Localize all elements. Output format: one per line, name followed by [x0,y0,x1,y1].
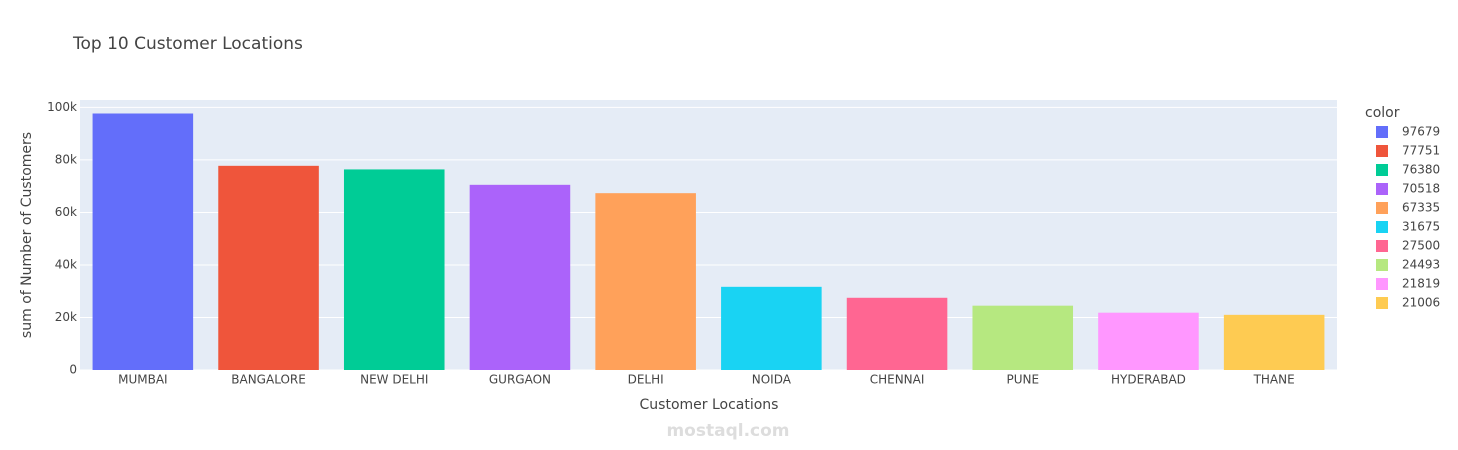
legend-label: 70518 [1402,182,1440,196]
legend-swatch [1376,240,1388,252]
legend-label: 97679 [1402,125,1440,139]
bar [92,113,194,370]
x-tick-label: NEW DELHI [360,373,428,387]
x-tick-label: NOIDA [752,373,792,387]
legend-swatch [1376,202,1388,214]
legend-swatch [1376,145,1388,157]
bar [972,305,1074,370]
watermark: mostaql.com [666,421,789,441]
y-tick-label: 100k [47,100,77,114]
x-tick-label: GURGAON [489,373,551,387]
legend-label: 21819 [1402,277,1440,291]
legend-label: 21006 [1402,296,1440,310]
bar [218,165,319,370]
legend-swatch [1376,164,1388,176]
bar [721,286,822,370]
x-tick-label: THANE [1253,373,1295,387]
legend-swatch [1376,126,1388,138]
legend-label: 67335 [1402,201,1440,215]
bar [343,169,445,370]
y-tick-label: 80k [55,152,77,166]
x-axis-label: Customer Locations [640,397,779,413]
legend-swatch [1376,259,1388,271]
bar [1098,312,1199,370]
x-tick-label: CHENNAI [870,373,925,387]
legend-title: color [1365,105,1400,121]
legend-label: 77751 [1402,144,1440,158]
legend-swatch [1376,221,1388,233]
bar [469,184,571,370]
legend-label: 27500 [1402,239,1440,253]
legend-label: 24493 [1402,258,1440,272]
legend-swatch [1376,278,1388,290]
bar [1223,314,1325,370]
chart-title: Top 10 Customer Locations [72,34,303,54]
bar [846,297,948,370]
x-tick-label: BANGALORE [231,373,306,387]
legend-swatch [1376,297,1388,309]
y-tick-label: 0 [69,363,77,377]
x-tick-label: PUNE [1006,373,1039,387]
x-tick-label: MUMBAI [118,373,167,387]
y-tick-label: 40k [55,257,77,271]
y-tick-label: 60k [55,205,77,219]
legend-swatch [1376,183,1388,195]
x-tick-label: DELHI [628,373,664,387]
y-axis-label: sum of Number of Customers [19,132,35,338]
x-tick-label: HYDERABAD [1111,373,1186,387]
legend-label: 76380 [1402,163,1440,177]
y-tick-label: 20k [55,310,77,324]
bar [595,193,696,370]
legend-label: 31675 [1402,220,1440,234]
